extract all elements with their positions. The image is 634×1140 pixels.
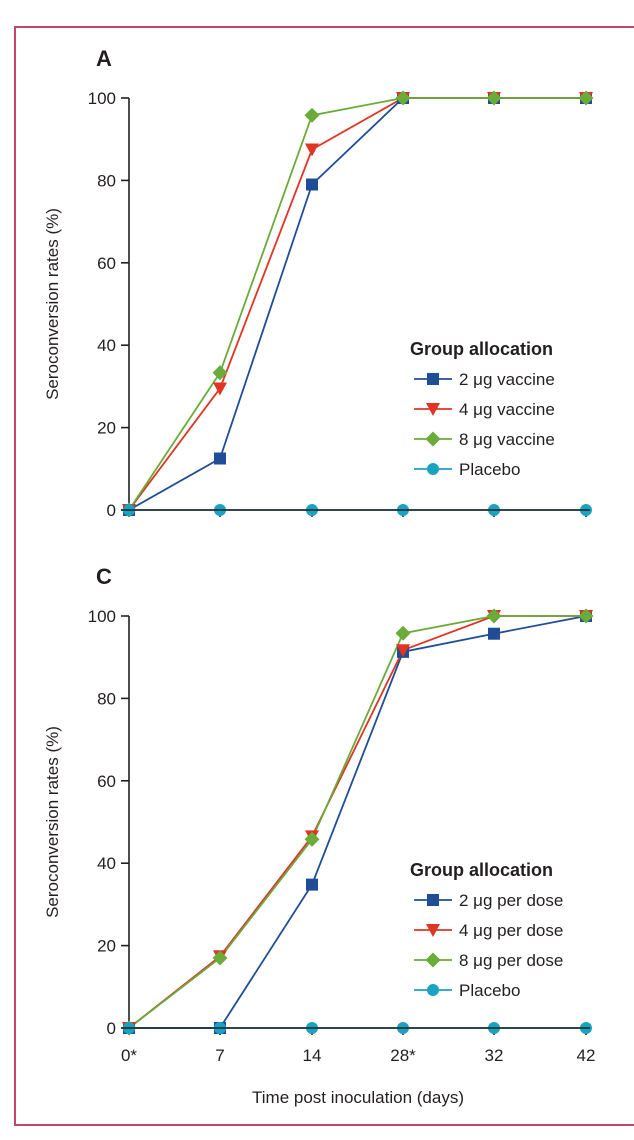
data-point <box>306 878 318 891</box>
data-point <box>306 178 318 191</box>
y-axis-label: Seroconversion rates (%) <box>43 726 62 918</box>
y-tick-label: 20 <box>97 419 116 438</box>
panel-label: A <box>96 46 112 71</box>
legend-label: 4 μg vaccine <box>459 400 555 419</box>
legend-label: 8 μg per dose <box>459 951 563 970</box>
legend-label: Placebo <box>459 981 520 1000</box>
y-tick-label: 40 <box>97 854 116 873</box>
y-tick-label: 60 <box>97 772 116 791</box>
data-point <box>486 608 502 624</box>
legend-label: 4 μg per dose <box>459 921 563 940</box>
y-tick-label: 80 <box>97 171 116 190</box>
legend-marker <box>427 984 439 996</box>
data-point <box>212 365 228 381</box>
x-tick-label: 7 <box>215 1046 224 1065</box>
panel-a: A 0 20 40 60 80 100 Seroconversion rates (%) Gro… <box>43 46 594 520</box>
y-tick-label: 40 <box>97 336 116 355</box>
y-tick-label: 20 <box>97 937 116 956</box>
data-point <box>395 625 411 641</box>
y-axis-label: Seroconversion rates (%) <box>43 208 62 400</box>
data-point <box>578 90 594 106</box>
data-point <box>578 608 594 624</box>
data-point <box>212 950 228 966</box>
x-tick-label: 32 <box>485 1046 504 1065</box>
data-point <box>488 627 500 640</box>
data-point <box>214 452 226 465</box>
legend-marker <box>426 924 440 937</box>
x-tick-label: 28* <box>390 1046 416 1065</box>
x-tick-label: 42 <box>577 1046 596 1065</box>
data-point <box>396 644 410 658</box>
legend-label: Placebo <box>459 460 520 479</box>
figure-frame <box>14 26 634 1126</box>
series-line <box>128 97 586 511</box>
series-line <box>128 615 586 1029</box>
y-tick-label: 0 <box>107 501 116 520</box>
legend-title: Group allocation <box>410 339 553 359</box>
legend-marker <box>427 373 439 385</box>
y-tick-label: 0 <box>107 1019 116 1038</box>
x-tick-label: 14 <box>303 1046 322 1065</box>
legend-marker <box>425 431 441 447</box>
data-point <box>213 382 227 396</box>
legend-label: 8 μg vaccine <box>459 430 555 449</box>
legend-marker <box>427 463 439 475</box>
legend-label: 2 μg per dose <box>459 891 563 910</box>
data-point <box>395 90 411 106</box>
data-point <box>304 831 320 847</box>
x-tick-label: 0* <box>121 1046 137 1065</box>
y-tick-label: 100 <box>88 89 116 108</box>
y-tick-label: 100 <box>88 607 116 626</box>
legend-marker <box>425 952 441 968</box>
data-point <box>304 107 320 123</box>
legend-marker <box>426 403 440 416</box>
x-axis-label: Time post inoculation (days) <box>252 1088 464 1107</box>
legend-marker <box>427 894 439 906</box>
legend-title: Group allocation <box>410 860 553 880</box>
data-point <box>305 143 319 157</box>
legend-label: 2 μg vaccine <box>459 370 555 389</box>
panel-c: C 0 20 40 60 80 100 0* 7 14 28* 32 42 Seroconversion … <box>43 564 595 1107</box>
y-tick-label: 60 <box>97 254 116 273</box>
y-tick-label: 80 <box>97 689 116 708</box>
panel-label: C <box>96 564 112 589</box>
data-point <box>486 90 502 106</box>
